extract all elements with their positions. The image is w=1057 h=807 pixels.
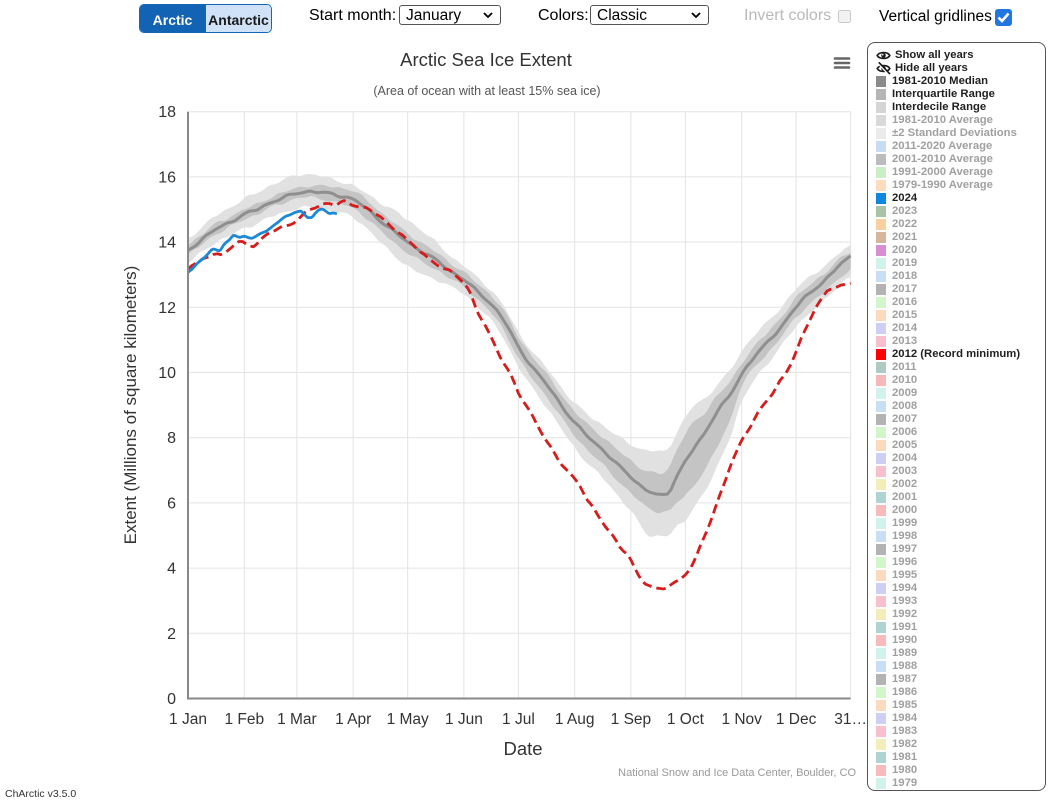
svg-text:0: 0 <box>167 691 176 708</box>
svg-text:Extent (Millions of square kil: Extent (Millions of square kilometers) <box>121 266 140 545</box>
svg-text:1 Nov: 1 Nov <box>721 711 762 728</box>
svg-text:1 Feb: 1 Feb <box>224 711 264 728</box>
svg-text:12: 12 <box>158 300 176 317</box>
svg-text:18: 18 <box>158 104 176 121</box>
svg-text:10: 10 <box>158 365 176 382</box>
svg-text:8: 8 <box>167 430 176 447</box>
svg-text:16: 16 <box>158 169 176 186</box>
svg-text:1 Mar: 1 Mar <box>277 711 317 728</box>
svg-text:1 May: 1 May <box>387 711 429 728</box>
svg-text:2: 2 <box>167 626 176 643</box>
svg-text:1 Sep: 1 Sep <box>611 711 652 728</box>
svg-text:1 Jan: 1 Jan <box>169 711 207 728</box>
svg-text:Arctic Sea Ice Extent: Arctic Sea Ice Extent <box>400 49 572 70</box>
svg-text:1 Oct: 1 Oct <box>667 711 705 728</box>
svg-text:ChArctic v3.5.0: ChArctic v3.5.0 <box>5 788 76 800</box>
svg-text:6: 6 <box>167 495 176 512</box>
svg-text:National Snow and Ice Data Cen: National Snow and Ice Data Center, Bould… <box>618 767 856 779</box>
svg-text:1 Jun: 1 Jun <box>445 711 483 728</box>
svg-text:1 Aug: 1 Aug <box>555 711 595 728</box>
svg-text:Date: Date <box>503 738 542 759</box>
svg-text:1 Dec: 1 Dec <box>776 711 817 728</box>
svg-text:4: 4 <box>167 561 176 578</box>
svg-text:14: 14 <box>158 235 176 252</box>
svg-text:31…: 31… <box>834 711 867 728</box>
svg-text:(Area of ocean with at least 1: (Area of ocean with at least 15% sea ice… <box>373 84 600 98</box>
svg-text:1 Jul: 1 Jul <box>502 711 535 728</box>
svg-text:1 Apr: 1 Apr <box>335 711 371 728</box>
